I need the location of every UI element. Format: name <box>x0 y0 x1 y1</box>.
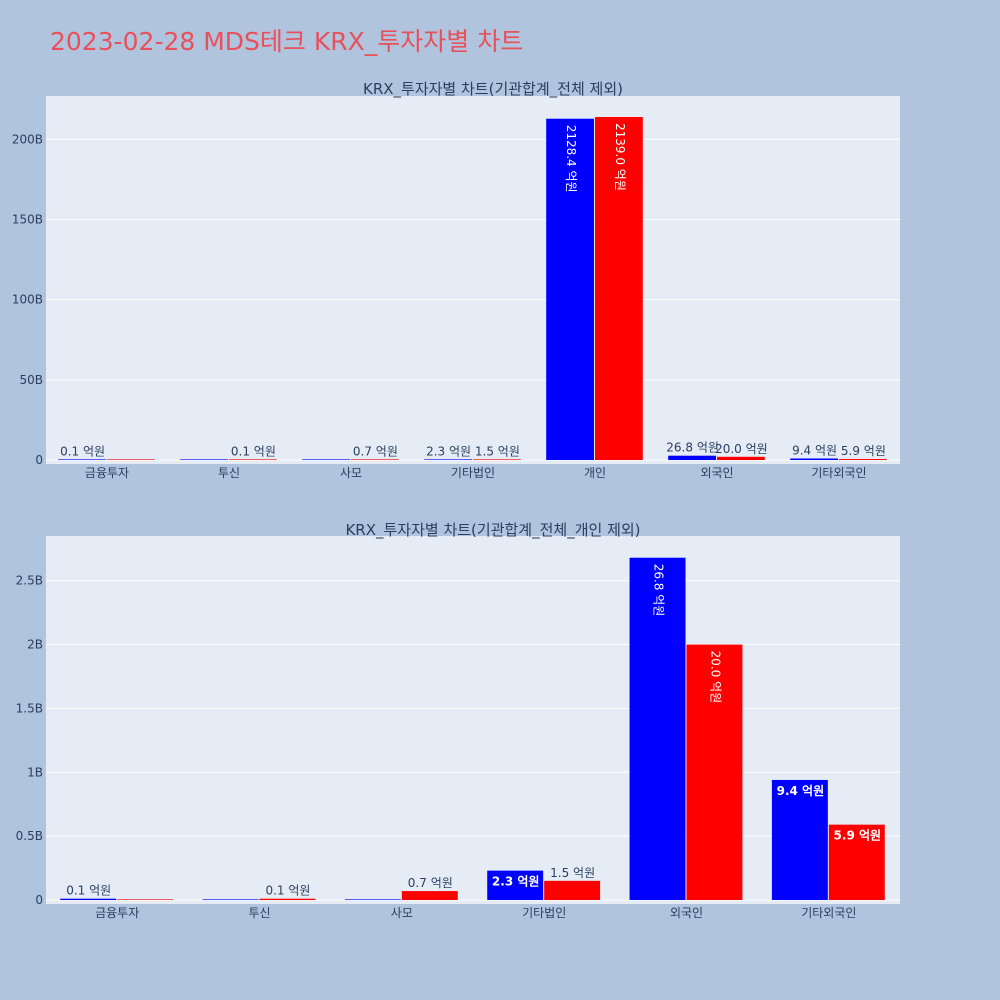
bar <box>771 779 828 900</box>
bar <box>790 458 838 460</box>
chart-title: KRX_투자자별 차트(기관합계_전체 제외) <box>363 80 623 99</box>
bar <box>259 898 316 900</box>
bar <box>546 118 594 460</box>
y-tick-label: 1.5B <box>16 701 43 715</box>
y-tick-label: 1B <box>27 765 43 779</box>
data-label: 0.1 억원 <box>60 444 105 458</box>
bar <box>302 459 350 460</box>
bar <box>344 899 401 900</box>
y-tick-label: 2B <box>27 638 43 652</box>
y-tick-label: 50B <box>19 373 43 387</box>
y-tick-label: 150B <box>12 212 43 226</box>
bar <box>202 899 259 900</box>
data-label: 5.9 억원 <box>841 444 886 458</box>
bar <box>107 459 155 460</box>
bar <box>544 880 601 900</box>
data-label: 2.3 억원 <box>426 444 471 458</box>
data-label: 2139.0 억원 <box>613 123 627 191</box>
bar <box>686 644 743 900</box>
bar <box>401 891 458 900</box>
data-label: 9.4 억원 <box>777 784 825 798</box>
bar <box>487 870 544 900</box>
x-tick-label: 기타법인 <box>522 906 566 920</box>
x-tick-label: 사모 <box>391 906 413 920</box>
bar <box>424 459 472 460</box>
bar <box>60 898 117 900</box>
x-tick-label: 외국인 <box>700 466 733 480</box>
chart-title: KRX_투자자별 차트(기관합계_전체_개인 제외) <box>345 521 640 540</box>
x-tick-label: 투신 <box>218 466 240 480</box>
x-tick-label: 기타외국인 <box>801 906 856 920</box>
plot-area <box>46 536 900 904</box>
data-label: 26.8 억원 <box>666 441 719 455</box>
bar <box>180 459 228 460</box>
y-tick-label: 0.5B <box>16 829 43 843</box>
data-label: 0.1 억원 <box>66 884 111 898</box>
data-label: 2.3 억원 <box>492 875 540 889</box>
bar <box>717 456 765 460</box>
y-tick-label: 200B <box>12 132 43 146</box>
plot-area <box>46 96 900 464</box>
chart-top: 0 50B 100B 150B 200B KRX_투자자별 차트(기관합계_전체 제외) 금… <box>12 80 900 480</box>
data-label: 0.1 억원 <box>265 884 310 898</box>
bar <box>58 459 106 460</box>
y-tick-label: 0 <box>35 453 43 467</box>
bar <box>595 117 643 460</box>
x-tick-label: 금융투자 <box>85 466 129 480</box>
x-tick-label: 투신 <box>248 906 270 920</box>
bar <box>668 455 716 460</box>
x-tick-label: 외국인 <box>670 906 703 920</box>
x-tick-label: 기타법인 <box>451 466 495 480</box>
bar <box>229 459 277 460</box>
bar <box>839 459 887 460</box>
x-tick-label: 개인 <box>584 466 606 480</box>
x-tick-label: 기타외국인 <box>811 466 866 480</box>
data-label: 0.7 억원 <box>353 444 398 458</box>
data-label: 1.5 억원 <box>475 444 520 458</box>
x-tick-label: 사모 <box>340 466 362 480</box>
bar <box>473 459 521 460</box>
data-label: 5.9 억원 <box>834 829 882 843</box>
data-label: 1.5 억원 <box>550 866 595 880</box>
bar <box>629 557 686 900</box>
bar <box>828 824 885 900</box>
bar <box>351 459 399 460</box>
chart-bottom: 0 0.5B 1B 1.5B 2B 2.5B KRX_투자자별 차트(기관합계_전체_개인 … <box>16 521 900 920</box>
x-tick-label: 금융투자 <box>95 906 139 920</box>
data-label: 9.4 억원 <box>792 443 837 457</box>
data-label: 2128.4 억원 <box>564 125 578 193</box>
y-tick-label: 0 <box>35 893 43 907</box>
data-label: 26.8 억원 <box>652 564 666 617</box>
y-tick-label: 100B <box>12 293 43 307</box>
data-label: 0.7 억원 <box>408 876 453 890</box>
data-label: 20.0 억원 <box>715 442 768 456</box>
page-title: 2023-02-28 MDS테크 KRX_투자자별 차트 <box>50 27 524 56</box>
y-tick-label: 2.5B <box>16 574 43 588</box>
bar <box>117 899 174 900</box>
data-label: 20.0 억원 <box>708 651 722 704</box>
data-label: 0.1 억원 <box>231 444 276 458</box>
